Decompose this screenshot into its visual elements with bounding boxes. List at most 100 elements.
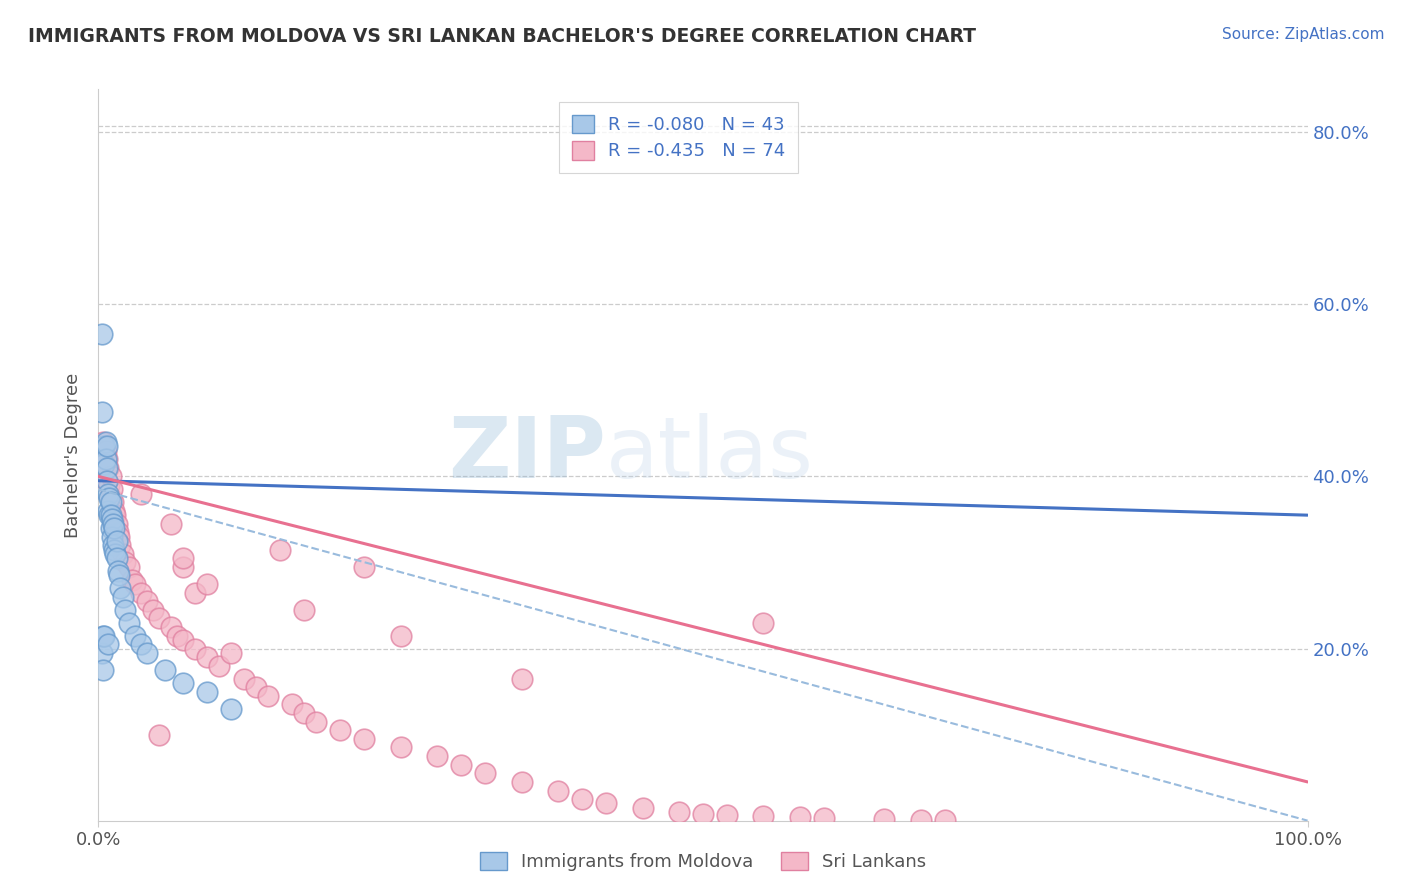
Point <box>142 603 165 617</box>
Point <box>474 766 496 780</box>
Point <box>94 435 117 450</box>
Point <box>292 603 315 617</box>
Point <box>135 594 157 608</box>
Point <box>91 629 114 643</box>
Point <box>129 585 152 599</box>
Point <box>105 551 128 566</box>
Point <box>221 702 243 716</box>
Point <box>108 568 131 582</box>
Point <box>101 538 124 552</box>
Point <box>100 491 122 505</box>
Point <box>450 757 472 772</box>
Point <box>101 495 124 509</box>
Point <box>96 474 118 488</box>
Point <box>118 615 141 630</box>
Point <box>166 629 188 643</box>
Point <box>114 603 136 617</box>
Point <box>97 504 120 518</box>
Point <box>160 516 183 531</box>
Y-axis label: Bachelor's Degree: Bachelor's Degree <box>65 372 83 538</box>
Point <box>91 435 114 450</box>
Point <box>97 460 120 475</box>
Point <box>160 620 183 634</box>
Point <box>148 728 170 742</box>
Point <box>129 486 152 500</box>
Point <box>195 684 218 698</box>
Point <box>98 491 121 505</box>
Point <box>93 457 115 471</box>
Point <box>100 495 122 509</box>
Point <box>305 714 328 729</box>
Point <box>100 508 122 523</box>
Point <box>172 632 194 647</box>
Point <box>93 439 115 453</box>
Point <box>103 542 125 557</box>
Point <box>100 469 122 483</box>
Point <box>93 629 115 643</box>
Point <box>114 556 136 570</box>
Point <box>184 585 207 599</box>
Point <box>195 650 218 665</box>
Point <box>153 663 176 677</box>
Point <box>172 559 194 574</box>
Point <box>94 460 117 475</box>
Point <box>135 646 157 660</box>
Point <box>94 443 117 458</box>
Point <box>631 801 654 815</box>
Point <box>873 812 896 826</box>
Point <box>91 663 114 677</box>
Legend: Immigrants from Moldova, Sri Lankans: Immigrants from Moldova, Sri Lankans <box>472 845 934 879</box>
Text: Source: ZipAtlas.com: Source: ZipAtlas.com <box>1222 27 1385 42</box>
Point <box>510 775 533 789</box>
Point <box>100 530 122 544</box>
Text: IMMIGRANTS FROM MOLDOVA VS SRI LANKAN BACHELOR'S DEGREE CORRELATION CHART: IMMIGRANTS FROM MOLDOVA VS SRI LANKAN BA… <box>28 27 976 45</box>
Point <box>108 538 131 552</box>
Point <box>426 749 449 764</box>
Point <box>716 808 738 822</box>
Point <box>124 577 146 591</box>
Point <box>111 547 134 561</box>
Point <box>96 474 118 488</box>
Point <box>91 443 114 458</box>
Point <box>103 504 125 518</box>
Point <box>105 533 128 548</box>
Point <box>103 521 125 535</box>
Point <box>124 629 146 643</box>
Point <box>93 457 115 471</box>
Point <box>98 508 121 523</box>
Point <box>813 811 835 825</box>
Point <box>107 564 129 578</box>
Text: ZIP: ZIP <box>449 413 606 497</box>
Text: atlas: atlas <box>606 413 814 497</box>
Point <box>329 723 352 738</box>
Point <box>98 478 121 492</box>
Point <box>118 559 141 574</box>
Point <box>96 439 118 453</box>
Point <box>97 486 120 500</box>
Point <box>148 611 170 625</box>
Point <box>752 615 775 630</box>
Point <box>510 672 533 686</box>
Point <box>108 530 131 544</box>
Legend: R = -0.080   N = 43, R = -0.435   N = 74: R = -0.080 N = 43, R = -0.435 N = 74 <box>560 102 799 173</box>
Point <box>129 637 152 651</box>
Point <box>96 460 118 475</box>
Point <box>91 646 114 660</box>
Point <box>107 525 129 540</box>
Point <box>389 740 412 755</box>
Point <box>96 452 118 467</box>
Point <box>208 658 231 673</box>
Point <box>104 508 127 523</box>
Point <box>353 731 375 746</box>
Point <box>91 327 114 342</box>
Point <box>221 646 243 660</box>
Point <box>910 813 932 827</box>
Point <box>100 512 122 526</box>
Point <box>256 689 278 703</box>
Point <box>668 805 690 819</box>
Point <box>269 542 291 557</box>
Point <box>571 792 593 806</box>
Point <box>172 676 194 690</box>
Point <box>692 806 714 821</box>
Point <box>245 680 267 694</box>
